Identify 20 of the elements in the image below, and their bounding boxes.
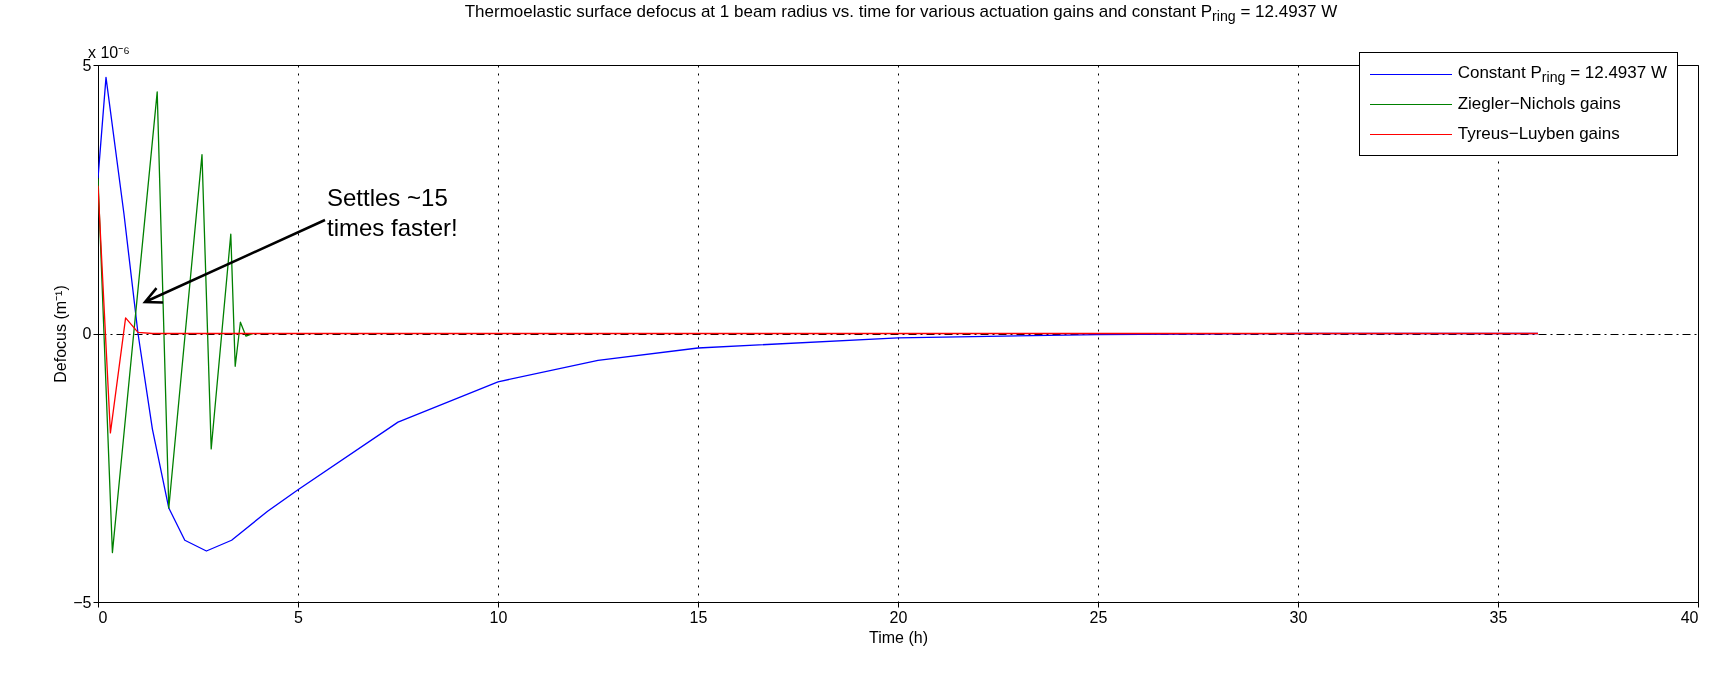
y-tick-label: −5 <box>73 593 92 611</box>
x-tick-label: 30 <box>1289 608 1308 626</box>
x-tick-label: 15 <box>689 608 708 626</box>
x-tick-label: 25 <box>1089 608 1108 626</box>
legend-label: Constant P$_{ring}$ = 12.4937 W <box>1457 62 1667 86</box>
chart-title: Thermoelastic surface defocus at 1 beam radius vs. time for various actuation gains and constant P$_{ring}$ = 12.4937 W <box>463 2 1339 27</box>
x-tick-label: 40 <box>1680 608 1699 626</box>
line-series <box>98 185 1539 434</box>
y-tick-label: 0 <box>82 325 92 342</box>
y-axis-title: Defocus (m⁻¹) <box>52 285 70 383</box>
line-series <box>98 91 254 554</box>
legend-label: Tyreus−Luyben gains <box>1457 124 1620 144</box>
x-axis-title: Time (h) <box>869 628 928 646</box>
x-tick-label: 0 <box>98 608 108 626</box>
x-tick-label: 5 <box>294 608 304 626</box>
legend-label: Ziegler−Nichols gains <box>1457 94 1621 114</box>
annotation: Settles ~15 times faster! <box>327 183 458 243</box>
x-tick-label: 35 <box>1489 608 1508 626</box>
x-tick-label: 10 <box>489 608 508 626</box>
x-tick-label: 20 <box>889 608 908 626</box>
